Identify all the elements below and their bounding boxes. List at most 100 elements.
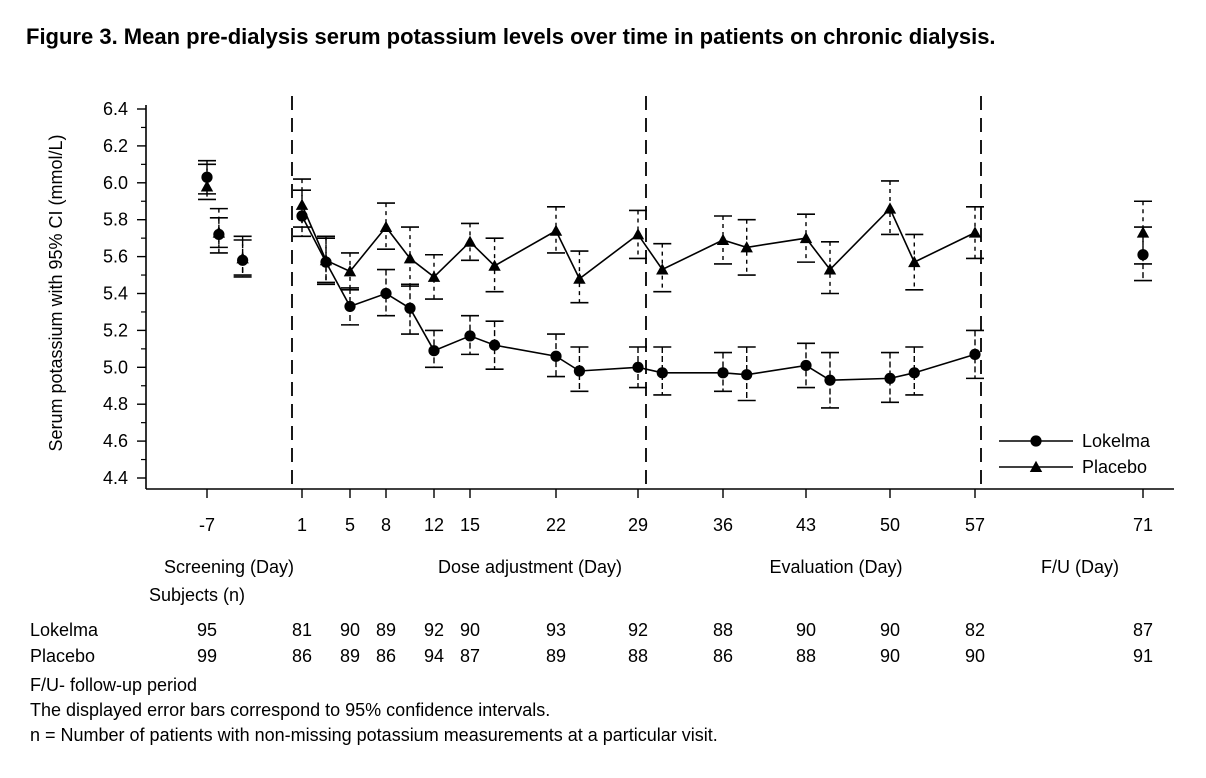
x-tick-label: 12 xyxy=(424,515,444,535)
lokelma-point xyxy=(969,348,981,360)
lokelma-series xyxy=(198,163,1152,409)
placebo-line xyxy=(301,204,976,280)
placebo-point xyxy=(427,270,441,282)
subjects-count: 88 xyxy=(627,646,649,666)
phase-label: F/U (Day) xyxy=(1041,557,1119,577)
subjects-count: 89 xyxy=(375,620,397,640)
lokelma-point xyxy=(488,339,501,351)
x-tick-label: 50 xyxy=(880,515,900,535)
y-tick-label: 5.4 xyxy=(103,284,128,304)
placebo-point xyxy=(236,252,249,264)
x-tick-label: 1 xyxy=(297,515,307,535)
lokelma-line xyxy=(301,215,976,382)
lokelma-point xyxy=(464,330,476,342)
phase-label: Dose adjustment (Day) xyxy=(438,557,622,577)
placebo-point xyxy=(212,226,226,238)
x-tick-label: -7 xyxy=(199,515,215,535)
subjects-count: 90 xyxy=(459,620,481,640)
y-tick-label: 5.0 xyxy=(103,357,128,377)
subjects-count: 88 xyxy=(712,620,734,640)
lokelma-point xyxy=(741,369,753,381)
subjects-count: 90 xyxy=(879,646,901,666)
x-tick-label: 43 xyxy=(796,515,816,535)
placebo-point xyxy=(549,224,563,236)
subjects-count: 87 xyxy=(459,646,481,666)
subjects-count: 90 xyxy=(879,620,901,640)
legend-label: Placebo xyxy=(1082,457,1147,477)
x-tick-label: 8 xyxy=(381,515,391,535)
subjects-count: 90 xyxy=(795,620,817,640)
y-tick-label: 6.4 xyxy=(103,99,128,119)
y-tick-label: 4.8 xyxy=(103,394,128,414)
placebo-point xyxy=(883,202,897,214)
subjects-count: 92 xyxy=(627,620,649,640)
y-axis-label: Serum potassium with 95% CI (mmol/L) xyxy=(46,134,66,451)
x-tick-label: 71 xyxy=(1133,515,1153,535)
y-tick-label: 5.2 xyxy=(103,320,128,340)
lokelma-point xyxy=(1137,249,1149,261)
placebo-point xyxy=(573,272,586,284)
placebo-point xyxy=(823,263,837,275)
lokelma-point xyxy=(428,345,440,357)
subjects-count: 81 xyxy=(291,620,313,640)
phase-label: Screening (Day) xyxy=(164,557,294,577)
lokelma-point xyxy=(824,374,836,386)
placebo-point xyxy=(1029,460,1043,472)
subjects-count: 91 xyxy=(1132,646,1154,666)
subjects-count: 94 xyxy=(423,646,445,666)
figure-title: Figure 3. Mean pre-dialysis serum potass… xyxy=(26,24,996,49)
placebo-point xyxy=(488,259,501,271)
lokelma-point xyxy=(573,365,586,377)
placebo-point xyxy=(1136,226,1150,238)
lokelma-point xyxy=(656,367,668,379)
y-tick-label: 6.2 xyxy=(103,136,128,156)
y-tick-label: 4.6 xyxy=(103,431,128,451)
y-tick-label: 4.4 xyxy=(103,468,128,488)
subjects-count: 90 xyxy=(964,646,986,666)
lokelma-point xyxy=(380,287,392,300)
subjects-count: 92 xyxy=(423,620,445,640)
lokelma-point xyxy=(800,359,812,372)
lokelma-point xyxy=(344,300,356,313)
placebo-point xyxy=(631,228,645,240)
placebo-point xyxy=(908,255,921,268)
x-tick-label: 22 xyxy=(546,515,566,535)
subjects-count: 87 xyxy=(1132,620,1154,640)
subjects-label: Subjects (n) xyxy=(149,585,246,605)
placebo-point xyxy=(968,226,982,238)
placebo-series xyxy=(198,159,1152,304)
legend-label: Lokelma xyxy=(1082,431,1151,451)
subjects-count: 90 xyxy=(339,620,361,640)
subjects-count: 95 xyxy=(196,620,218,640)
subjects-count: 82 xyxy=(964,620,986,640)
legend: Lokelma Placebo xyxy=(999,431,1151,477)
lokelma-point xyxy=(550,350,562,362)
placebo-point xyxy=(656,263,669,275)
placebo-point xyxy=(319,254,333,266)
x-tick-label: 29 xyxy=(628,515,648,535)
placebo-point xyxy=(740,241,753,253)
footnote-line: n = Number of patients with non-missing … xyxy=(30,725,718,745)
subjects-count: 86 xyxy=(291,646,313,666)
subjects-count: 86 xyxy=(375,646,397,666)
lokelma-point xyxy=(1030,435,1042,447)
lokelma-point xyxy=(632,361,644,373)
footnote-line: F/U- follow-up period xyxy=(30,675,198,695)
placebo-point xyxy=(799,231,813,244)
placebo-point xyxy=(200,180,214,192)
x-tick-label: 36 xyxy=(713,515,733,535)
placebo-point xyxy=(295,198,309,210)
x-tick-label: 5 xyxy=(345,515,355,535)
subjects-count: 93 xyxy=(545,620,567,640)
footnote-line: The displayed error bars correspond to 9… xyxy=(30,700,551,720)
lokelma-point xyxy=(908,367,920,379)
subjects-row-name: Placebo xyxy=(30,646,96,666)
subjects-count: 89 xyxy=(339,646,361,666)
placebo-point xyxy=(403,252,417,264)
placebo-point xyxy=(463,235,477,247)
subjects-count: 99 xyxy=(196,646,218,666)
y-tick-label: 5.6 xyxy=(103,247,128,267)
placebo-point xyxy=(343,265,357,277)
subjects-count: 88 xyxy=(795,646,817,666)
